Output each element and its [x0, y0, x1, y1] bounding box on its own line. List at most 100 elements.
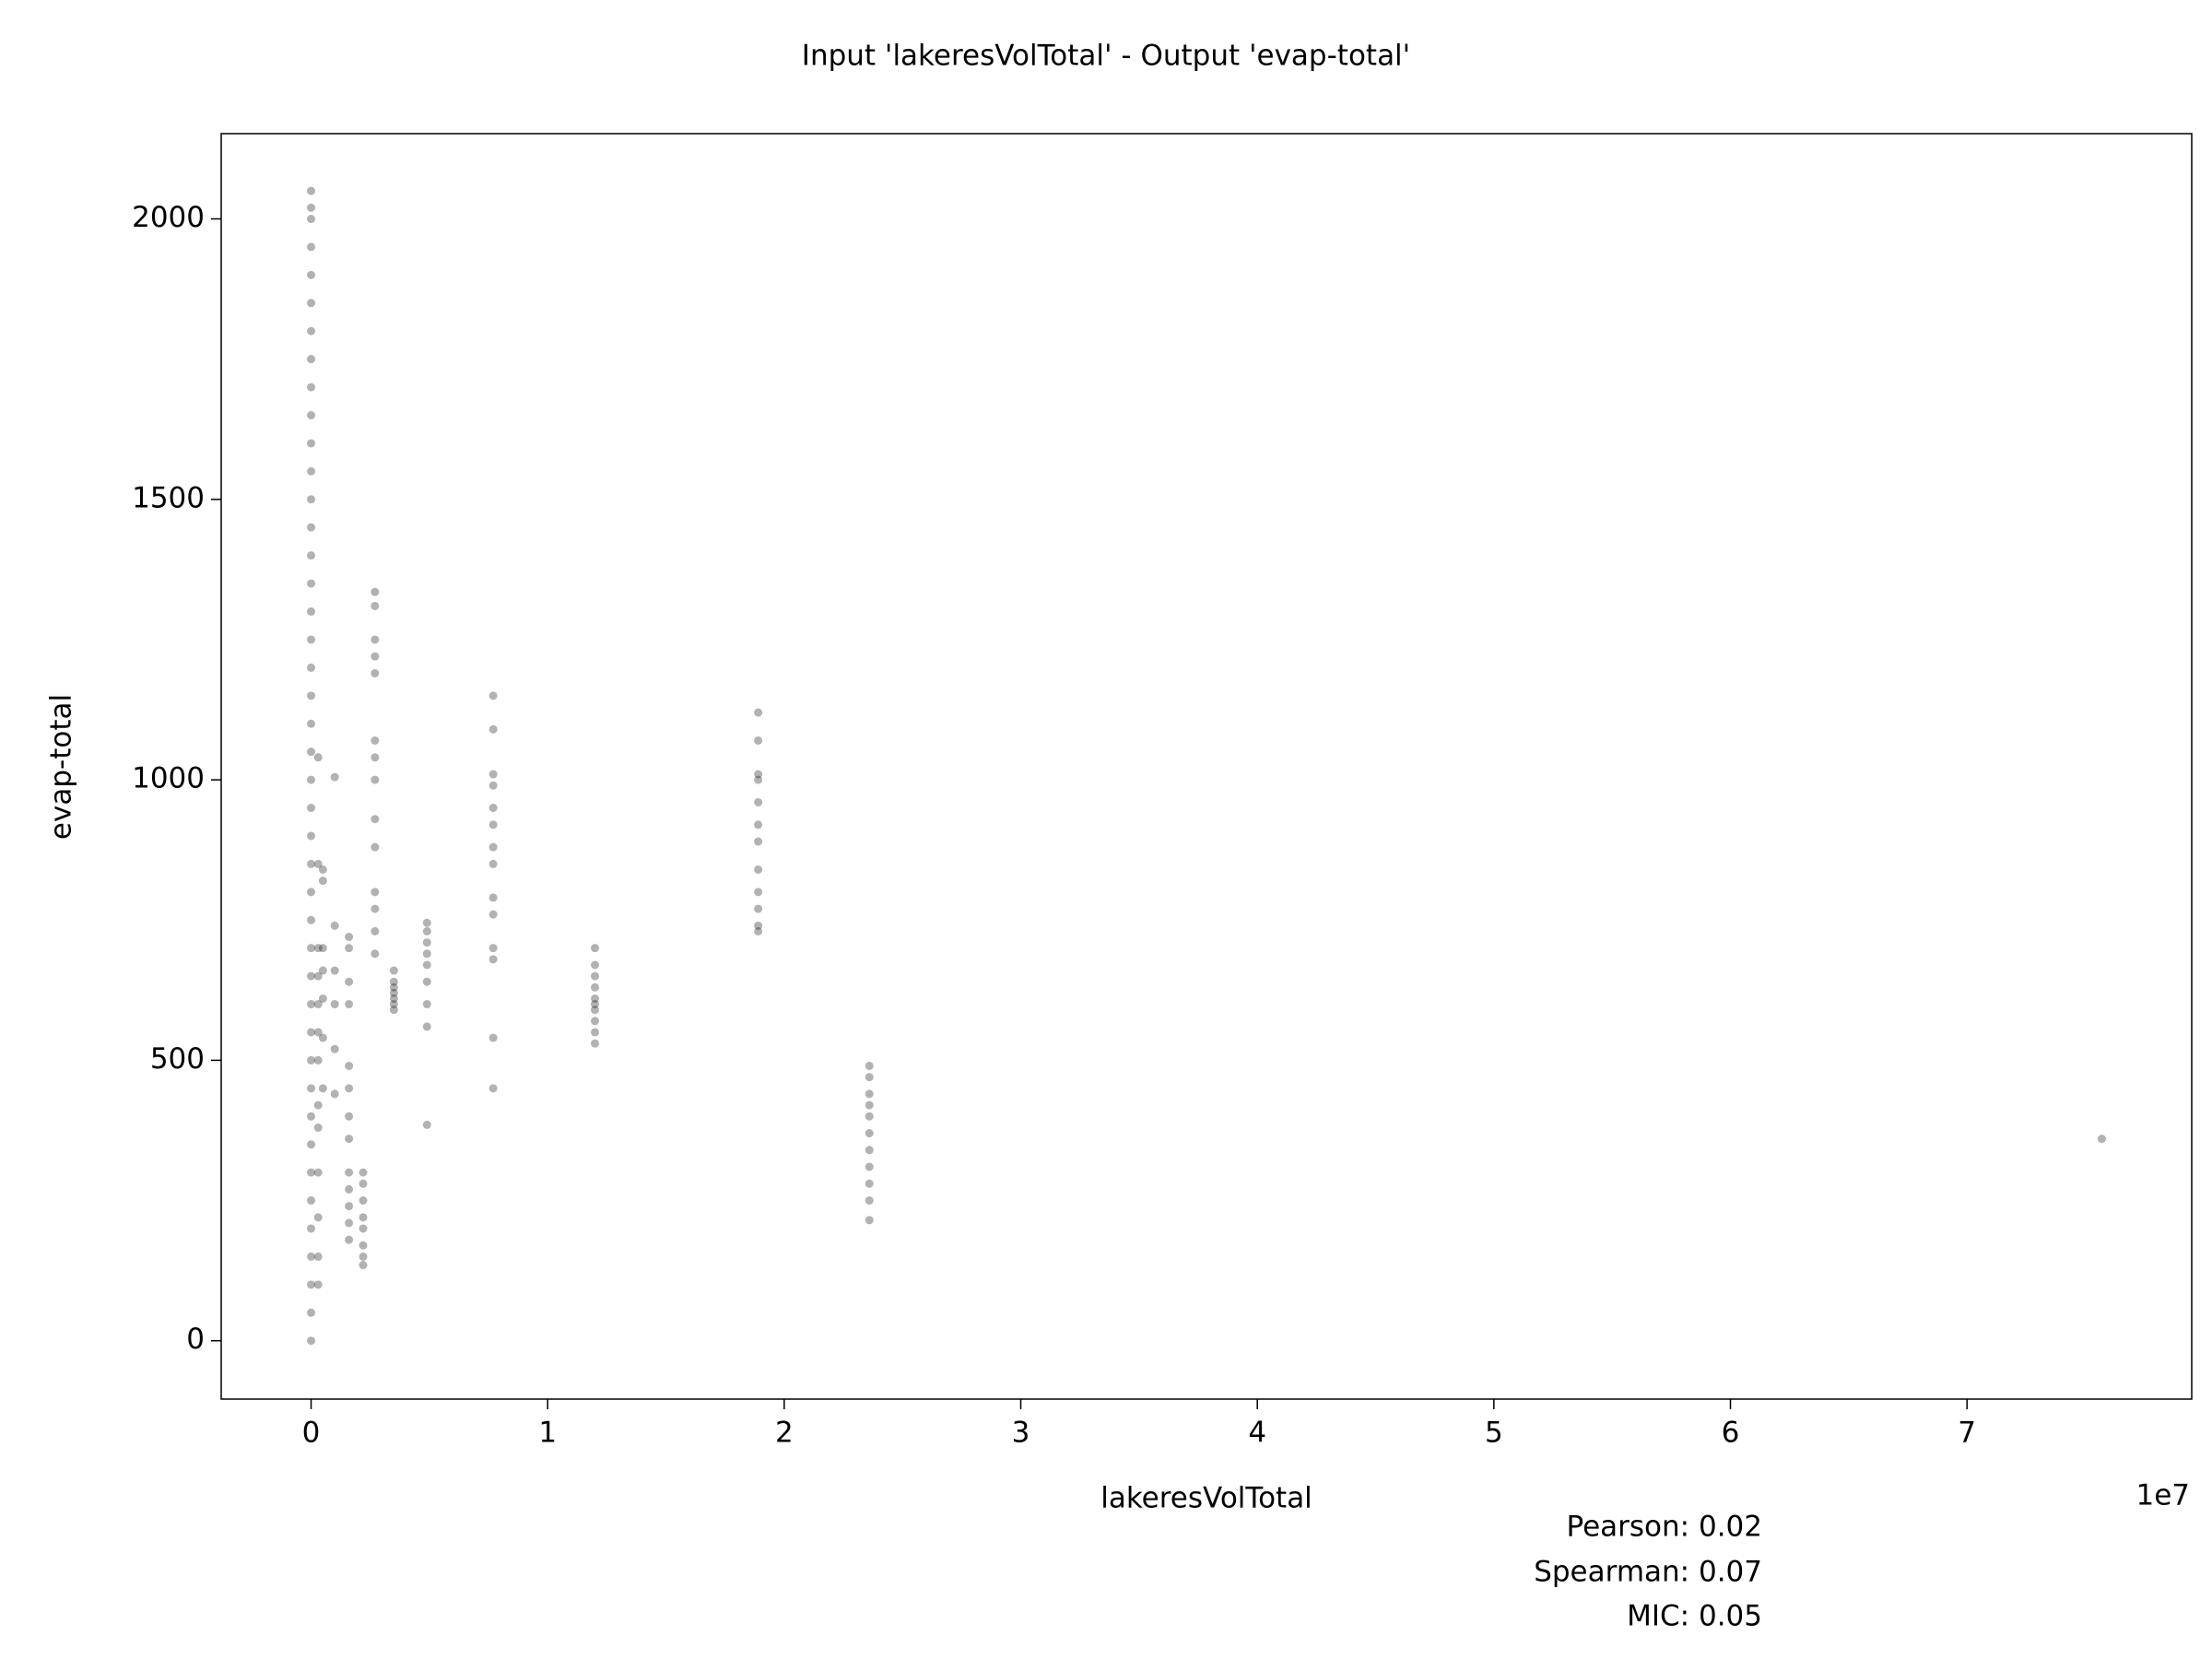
point [754, 820, 763, 830]
point [359, 1252, 368, 1261]
point [488, 724, 498, 734]
point [371, 601, 380, 610]
point [488, 781, 498, 790]
point [313, 944, 323, 953]
point [591, 1017, 600, 1026]
x-tick-label: 5 [1485, 1417, 1503, 1450]
point [330, 1000, 339, 1009]
point [422, 949, 431, 959]
point [345, 1168, 354, 1177]
point [2097, 1135, 2106, 1144]
point [307, 1168, 316, 1177]
point [307, 579, 316, 588]
point [389, 977, 398, 986]
y-tick-label: 500 [150, 1042, 205, 1076]
point [389, 966, 398, 975]
point [359, 1179, 368, 1188]
point [865, 1196, 874, 1206]
point [318, 865, 327, 874]
point [488, 804, 498, 813]
point [371, 736, 380, 746]
point [307, 915, 316, 924]
point [318, 944, 327, 953]
point [488, 893, 498, 902]
y-tick-label: 2000 [132, 201, 205, 234]
point [313, 1213, 323, 1222]
point [307, 1336, 316, 1346]
point [371, 904, 380, 913]
point [307, 186, 316, 195]
point [307, 719, 316, 728]
point [318, 1084, 327, 1093]
point [307, 747, 316, 757]
stat-annotation: Pearson: 0.02 [1567, 1511, 1763, 1544]
point [359, 1241, 368, 1250]
point [865, 1162, 874, 1171]
point [330, 1044, 339, 1053]
point [422, 1120, 431, 1129]
stat-annotation: MIC: 0.05 [1627, 1600, 1762, 1633]
point [313, 1168, 323, 1177]
point [307, 439, 316, 448]
point [307, 270, 316, 279]
point [591, 960, 600, 970]
point [591, 1000, 600, 1009]
point [488, 770, 498, 779]
x-tick-label: 2 [775, 1417, 794, 1450]
point [307, 691, 316, 700]
point [389, 994, 398, 1003]
point [488, 944, 498, 953]
x-tick-label: 7 [1958, 1417, 1976, 1450]
point [307, 411, 316, 420]
point [330, 921, 339, 930]
point [422, 960, 431, 970]
point [307, 635, 316, 644]
point [865, 1179, 874, 1188]
point [307, 1055, 316, 1065]
point [307, 775, 316, 784]
point [307, 1140, 316, 1149]
point [754, 921, 763, 930]
point [345, 1084, 354, 1093]
point [313, 1252, 323, 1261]
point [313, 1100, 323, 1110]
point [371, 926, 380, 935]
point [330, 772, 339, 782]
point [359, 1213, 368, 1222]
point [488, 1033, 498, 1042]
point [307, 242, 316, 252]
point [345, 1112, 354, 1121]
point [389, 1000, 398, 1009]
chart-title: Input 'lakeresVolTotal' - Output 'evap-t… [802, 40, 1410, 73]
point [591, 1006, 600, 1015]
point [307, 1084, 316, 1093]
point [591, 994, 600, 1003]
point [313, 971, 323, 981]
point [313, 1123, 323, 1132]
point [330, 1089, 339, 1099]
point [488, 820, 498, 830]
point [307, 607, 316, 617]
y-tick-label: 0 [186, 1323, 205, 1356]
point [307, 1028, 316, 1037]
point [754, 865, 763, 874]
point [313, 1000, 323, 1009]
point [330, 966, 339, 975]
point [313, 1280, 323, 1289]
point [359, 1168, 368, 1177]
y-axis-label: evap-total [45, 694, 78, 840]
point [754, 736, 763, 746]
point [754, 708, 763, 717]
point [307, 299, 316, 308]
point [307, 859, 316, 868]
point [307, 1000, 316, 1009]
point [754, 888, 763, 897]
point [754, 775, 763, 784]
point [307, 551, 316, 560]
x-tick-label: 4 [1248, 1417, 1266, 1450]
x-axis-label: lakeresVolTotal [1100, 1482, 1312, 1515]
point [371, 842, 380, 852]
point [345, 977, 354, 986]
point [371, 635, 380, 644]
